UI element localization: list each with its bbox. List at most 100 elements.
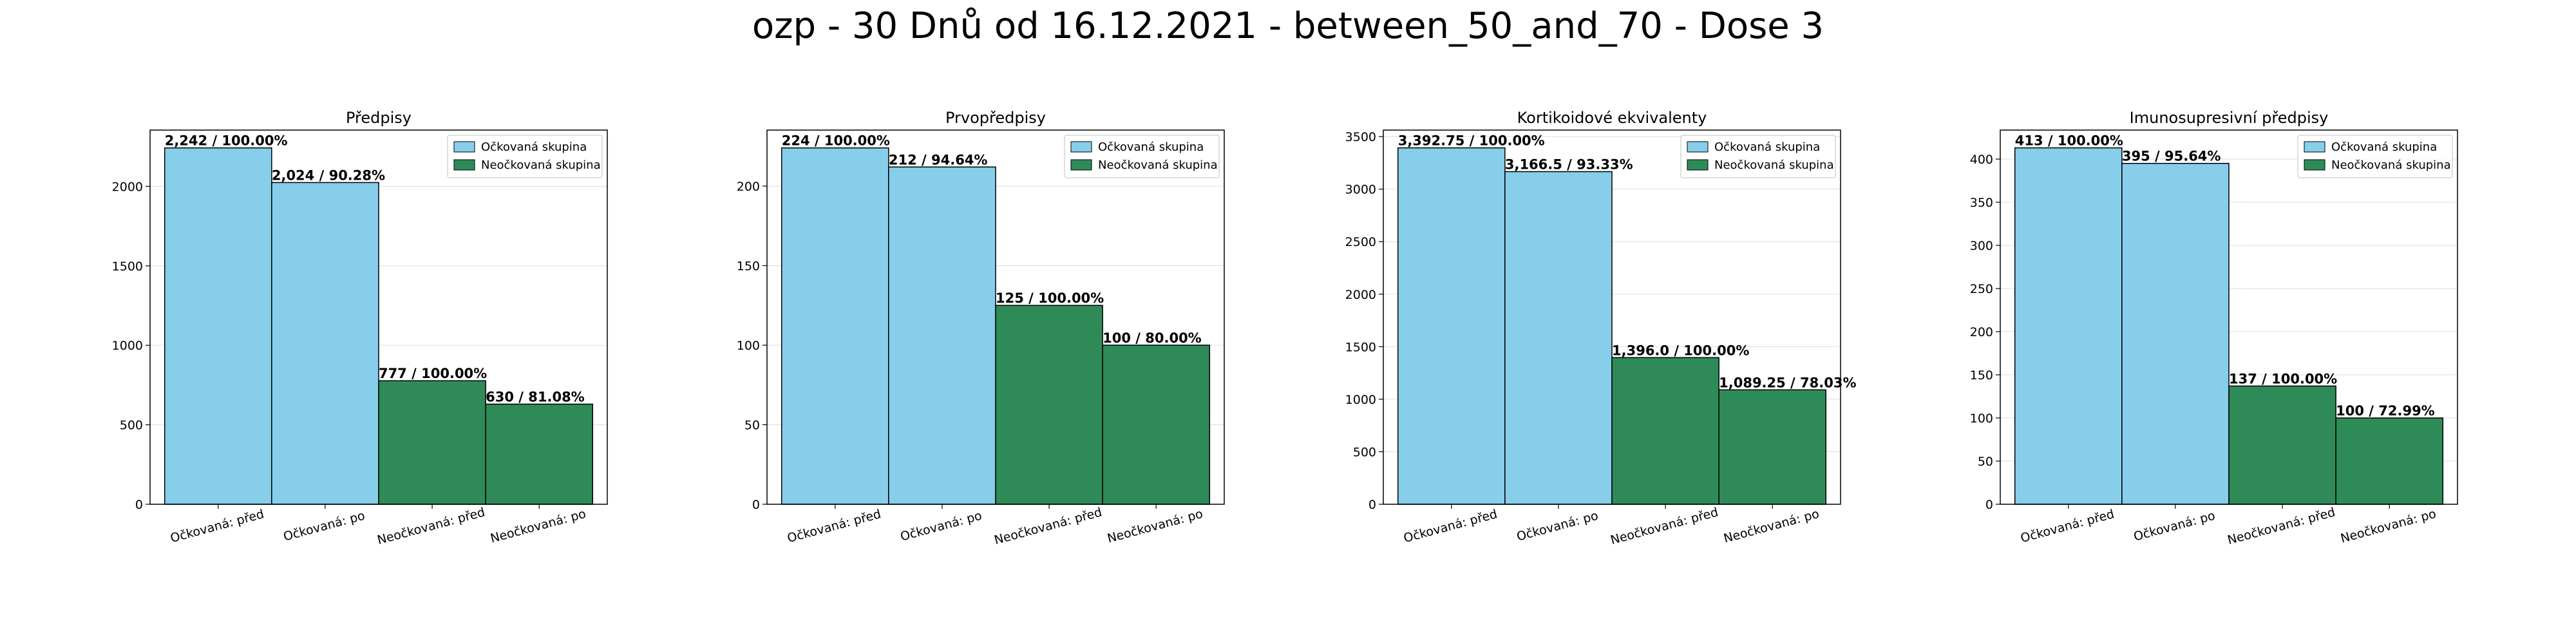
legend-box bbox=[2297, 135, 2453, 178]
data-label: 3,166.5 / 93.33% bbox=[1505, 157, 1633, 173]
legend-swatch bbox=[1687, 141, 1709, 153]
bar bbox=[995, 305, 1103, 505]
x-tick-label: Očkovaná: po bbox=[282, 509, 366, 544]
legend-swatch bbox=[2304, 159, 2325, 171]
x-tick-label: Neočkovaná: po bbox=[2339, 507, 2438, 546]
data-label: 1,089.25 / 78.03% bbox=[1719, 375, 1856, 390]
bar bbox=[2228, 385, 2336, 505]
figure-title: ozp - 30 Dnů od 16.12.2021 - between_50_… bbox=[752, 5, 1824, 47]
legend-label: Očkovaná skupina bbox=[481, 140, 587, 154]
legend-box bbox=[1680, 135, 1836, 178]
y-tick-label: 150 bbox=[1970, 368, 1993, 383]
data-label: 137 / 100.00% bbox=[2229, 371, 2337, 386]
x-tick-label: Neočkovaná: po bbox=[1106, 507, 1204, 546]
x-tick-label: Očkovaná: před bbox=[786, 507, 882, 545]
legend-swatch bbox=[1070, 141, 1092, 153]
y-tick-label: 100 bbox=[737, 339, 760, 353]
y-tick-label: 3500 bbox=[1345, 130, 1376, 144]
x-tick-label: Očkovaná: po bbox=[1515, 509, 1600, 544]
legend-swatch bbox=[453, 141, 475, 153]
y-tick-label: 300 bbox=[1970, 239, 1993, 253]
y-tick-label: 1500 bbox=[112, 260, 143, 274]
legend-label: Očkovaná skupina bbox=[1714, 140, 1820, 154]
y-tick-label: 50 bbox=[744, 418, 760, 432]
y-tick-label: 0 bbox=[1368, 498, 1376, 512]
data-label: 212 / 94.64% bbox=[889, 152, 988, 167]
data-label: 1,396.0 / 100.00% bbox=[1612, 343, 1749, 358]
chart-panel-2: 224 / 100.00% Očkovaná: před 212 / 94.64% O… bbox=[737, 109, 1225, 547]
x-tick-label: Neočkovaná: před bbox=[993, 505, 1104, 547]
legend-label: Neočkovaná skupina bbox=[2331, 158, 2451, 172]
y-tick-label: 350 bbox=[1970, 196, 1993, 210]
x-tick-label: Očkovaná: před bbox=[2019, 507, 2116, 545]
bar bbox=[485, 403, 594, 505]
x-tick-label: Neočkovaná: před bbox=[1609, 505, 1720, 547]
legend-swatch bbox=[453, 159, 475, 171]
bar bbox=[271, 182, 379, 505]
bar bbox=[1397, 147, 1506, 505]
bar bbox=[2121, 162, 2230, 505]
y-tick-label: 50 bbox=[1978, 455, 1993, 469]
y-tick-label: 1500 bbox=[1345, 340, 1376, 354]
y-tick-label: 2500 bbox=[1345, 235, 1376, 249]
y-tick-label: 2000 bbox=[112, 180, 143, 194]
axes-frame bbox=[2000, 129, 2458, 505]
x-tick-label: Očkovaná: po bbox=[2132, 509, 2217, 544]
bar bbox=[1611, 357, 1719, 505]
data-label: 3,392.75 / 100.00% bbox=[1398, 133, 1545, 149]
y-tick-label: 250 bbox=[1970, 282, 1993, 296]
chart-panel-4: 413 / 100.00% Očkovaná: před 395 / 95.64% O… bbox=[1970, 109, 2458, 547]
bar bbox=[2014, 147, 2123, 505]
x-tick-label: Očkovaná: před bbox=[169, 507, 265, 545]
y-tick-label: 2000 bbox=[1345, 288, 1376, 302]
x-tick-label: Očkovaná: před bbox=[1402, 507, 1499, 545]
legend-label: Neočkovaná skupina bbox=[481, 158, 601, 172]
data-label: 100 / 72.99% bbox=[2336, 403, 2435, 419]
axes-frame bbox=[1383, 129, 1841, 505]
legend-swatch bbox=[2304, 141, 2325, 153]
legend-box bbox=[447, 135, 603, 178]
legend-box bbox=[1064, 135, 1220, 178]
bar bbox=[2335, 417, 2444, 505]
y-tick-label: 1000 bbox=[1345, 393, 1376, 407]
bar bbox=[1504, 171, 1613, 505]
data-label: 2,242 / 100.00% bbox=[165, 133, 288, 149]
bar bbox=[781, 147, 889, 505]
y-tick-label: 0 bbox=[752, 498, 760, 512]
y-tick-label: 500 bbox=[120, 419, 143, 433]
legend-label: Neočkovaná skupina bbox=[1098, 158, 1218, 172]
data-label: 630 / 81.08% bbox=[486, 390, 585, 405]
data-label: 125 / 100.00% bbox=[996, 290, 1104, 306]
data-label: 2,024 / 90.28% bbox=[272, 167, 385, 183]
data-label: 100 / 80.00% bbox=[1103, 330, 1202, 346]
y-tick-label: 500 bbox=[1353, 445, 1376, 459]
bar bbox=[1718, 389, 1827, 505]
chart-panel-1: 2,242 / 100.00% Očkovaná: před 2,024 / 90.… bbox=[112, 109, 608, 547]
x-tick-label: Neočkovaná: po bbox=[1722, 507, 1821, 546]
legend-label: Očkovaná skupina bbox=[1098, 140, 1204, 154]
chart-panel-3: 3,392.75 / 100.00% Očkovaná: před 3,166.5 … bbox=[1345, 109, 1857, 547]
x-tick-label: Neočkovaná: před bbox=[376, 505, 487, 547]
bar bbox=[1102, 345, 1211, 505]
axes-frame bbox=[766, 129, 1225, 505]
bar bbox=[164, 147, 272, 505]
y-tick-label: 1000 bbox=[112, 339, 143, 353]
x-tick-label: Neočkovaná: po bbox=[489, 507, 587, 546]
axes-frame bbox=[149, 129, 608, 505]
y-tick-label: 0 bbox=[135, 498, 143, 512]
subplot-title: Imunosupresivní předpisy bbox=[2130, 109, 2329, 127]
y-tick-label: 3000 bbox=[1345, 183, 1376, 197]
data-label: 413 / 100.00% bbox=[2015, 133, 2123, 149]
data-label: 395 / 95.64% bbox=[2122, 149, 2221, 164]
y-tick-label: 150 bbox=[737, 259, 760, 273]
data-label: 224 / 100.00% bbox=[782, 133, 890, 149]
bar bbox=[378, 380, 486, 505]
subplot-title: Prvopředpisy bbox=[945, 109, 1046, 127]
y-tick-label: 0 bbox=[1985, 498, 1993, 512]
y-tick-label: 200 bbox=[1970, 325, 1993, 339]
legend-label: Očkovaná skupina bbox=[2331, 140, 2437, 154]
y-tick-label: 200 bbox=[737, 180, 760, 194]
y-tick-label: 400 bbox=[1970, 153, 1993, 167]
data-label: 777 / 100.00% bbox=[379, 366, 487, 381]
